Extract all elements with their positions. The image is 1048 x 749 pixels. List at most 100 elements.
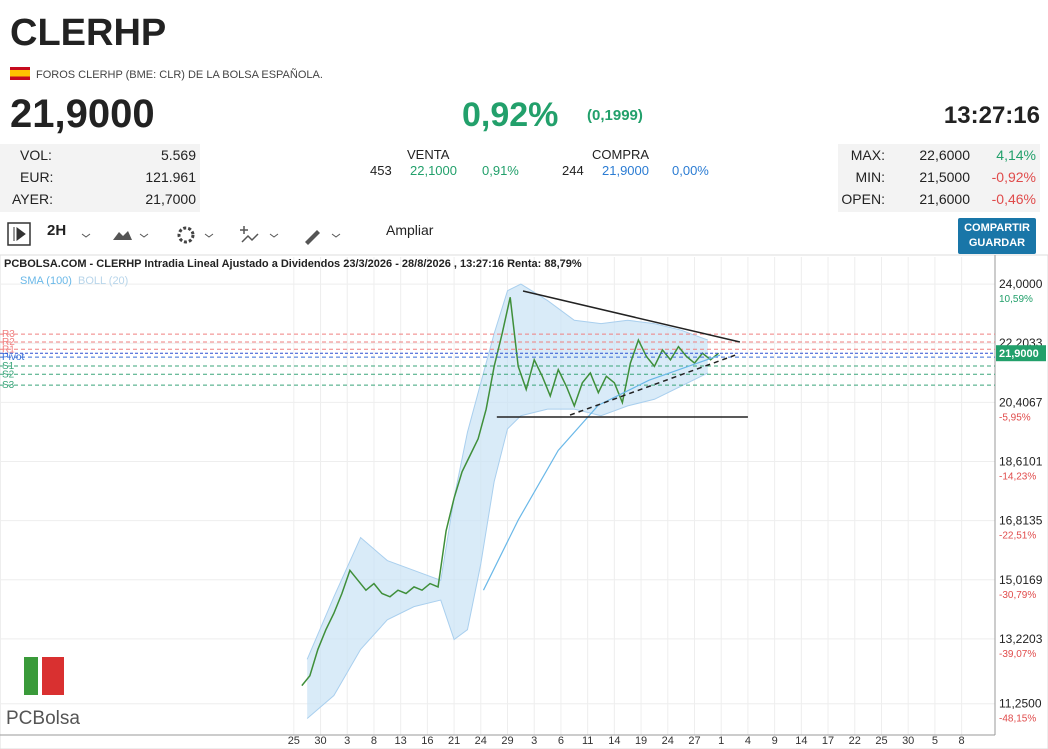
chart-frame xyxy=(0,254,1048,749)
dropdown-arrows xyxy=(81,233,341,238)
y-tick-label: 16,8135 xyxy=(999,514,1043,528)
x-tick-label: 27 xyxy=(688,735,700,747)
share-label: COMPARTIR xyxy=(964,222,1030,234)
x-tick-label: 24 xyxy=(662,735,674,747)
pivot-label: S1 xyxy=(2,361,15,372)
bollinger-upper xyxy=(306,283,709,660)
y-tick-change: -30,79% xyxy=(999,590,1036,601)
pivot-label: R1 xyxy=(2,344,15,355)
x-tick-label: 17 xyxy=(822,735,834,747)
last-price-box xyxy=(996,345,1046,362)
toolbar-icons xyxy=(7,222,341,246)
x-tick-label: 19 xyxy=(635,735,647,747)
y-tick-change: -22,51% xyxy=(999,531,1036,542)
stat-pct: -0,46% xyxy=(991,191,1036,207)
pencil-icon[interactable] xyxy=(305,230,320,245)
y-tick-change: -39,07% xyxy=(999,649,1036,660)
zoom-button[interactable]: Ampliar xyxy=(386,222,434,238)
y-tick-label: 20,4067 xyxy=(999,395,1043,409)
logo-text: PCBolsa xyxy=(6,708,80,729)
change-abs: (0,1999) xyxy=(587,107,643,124)
y-tick-change: -48,15% xyxy=(999,714,1036,725)
x-tick-label: 8 xyxy=(371,735,377,747)
x-tick-label: 22 xyxy=(849,735,861,747)
venta-pct: 0,91% xyxy=(482,163,519,178)
x-tick-label: 14 xyxy=(608,735,620,747)
stat-value: 21,5000 xyxy=(919,169,970,185)
stats-right: MAX: 22,6000 4,14% MIN: 21,5000 -0,92% O… xyxy=(838,144,1040,212)
x-tick-label: 30 xyxy=(902,735,914,747)
stat-value: 21,7000 xyxy=(145,191,196,207)
x-tick-label: 6 xyxy=(558,735,564,747)
bollinger-lower xyxy=(306,372,709,719)
draw-icon[interactable] xyxy=(240,226,259,243)
venta-price: 22,1000 xyxy=(410,163,457,178)
compra-qty: 244 xyxy=(562,163,584,178)
legend-boll: BOLL (20) xyxy=(78,275,128,287)
settings-icon[interactable] xyxy=(177,226,195,244)
stat-label: MIN: xyxy=(855,169,885,185)
compra-price: 21,9000 xyxy=(602,163,649,178)
legend-sma: SMA (100) xyxy=(20,275,72,287)
x-tick-label: 5 xyxy=(932,735,938,747)
last-price-label: 21,9000 xyxy=(999,348,1039,360)
share-button[interactable]: COMPARTIR GUARDAR xyxy=(958,218,1036,254)
stats-left: VOL: 5.569 EUR: 121.961 AYER: 21,7000 xyxy=(0,144,200,212)
stat-label: VOL: xyxy=(20,147,52,163)
x-tick-label: 29 xyxy=(501,735,513,747)
y-tick-label: 24,0000 xyxy=(999,277,1043,291)
y-tick-label: 11,2500 xyxy=(999,697,1042,711)
y-tick-label: 13,2203 xyxy=(999,632,1043,646)
venta-title: VENTA xyxy=(407,147,450,162)
pivot-label: Pivot xyxy=(2,352,24,363)
chart-title: PCBOLSA.COM - CLERHP Intradia Lineal Aju… xyxy=(4,258,582,270)
x-tick-label: 4 xyxy=(745,735,751,747)
x-tick-label: 21 xyxy=(448,735,460,747)
stat-pct: 4,14% xyxy=(996,147,1036,163)
trendline xyxy=(569,354,736,416)
y-tick-change: -14,23% xyxy=(999,471,1036,482)
x-tick-label: 8 xyxy=(959,735,965,747)
flag xyxy=(10,67,30,80)
x-tick-label: 30 xyxy=(314,735,326,747)
play-button[interactable] xyxy=(7,222,31,246)
x-tick-label: 25 xyxy=(875,735,887,747)
pivot-label: R2 xyxy=(2,337,15,348)
stat-label: MAX: xyxy=(850,147,885,163)
stat-value: 21,6000 xyxy=(919,191,970,207)
chart-type-icon[interactable] xyxy=(113,231,132,240)
compra-title: COMPRA xyxy=(592,147,650,162)
save-label: GUARDAR xyxy=(968,237,1026,249)
x-tick-label: 3 xyxy=(344,735,350,747)
x-tick-label: 1 xyxy=(718,735,724,747)
change-pct: 0,92% xyxy=(462,96,559,134)
stat-label: AYER: xyxy=(12,191,53,207)
play-icon xyxy=(13,227,26,241)
stat-label: EUR: xyxy=(20,169,54,185)
stat-value: 22,6000 xyxy=(919,147,970,163)
logo-mark xyxy=(24,657,38,695)
x-tick-label: 14 xyxy=(795,735,807,747)
interval[interactable]: 2H xyxy=(47,222,67,239)
pivot-label: S2 xyxy=(2,369,15,380)
y-tick-change: -5,95% xyxy=(999,412,1031,423)
logo: PCBolsa xyxy=(6,657,80,729)
pivot-label: S3 xyxy=(2,380,15,391)
price: 21,9000 xyxy=(10,92,155,136)
trendline xyxy=(522,290,741,343)
x-tick-label: 3 xyxy=(531,735,537,747)
logo-mark xyxy=(42,657,64,695)
stat-value: 5.569 xyxy=(160,147,196,163)
y-tick-change: 10,59% xyxy=(999,294,1033,305)
stat-value: 121.961 xyxy=(145,169,196,185)
stat-pct: -0,92% xyxy=(991,169,1036,185)
x-tick-label: 13 xyxy=(395,735,407,747)
price-line xyxy=(301,297,720,687)
x-tick-label: 11 xyxy=(582,735,593,747)
price-line xyxy=(482,354,721,591)
y-tick-label: 18,6101 xyxy=(999,454,1043,468)
subtitle: FOROS CLERHP (BME: CLR) DE LA BOLSA ESPA… xyxy=(36,69,323,81)
venta-qty: 453 xyxy=(370,163,392,178)
stat-label: OPEN: xyxy=(841,191,885,207)
